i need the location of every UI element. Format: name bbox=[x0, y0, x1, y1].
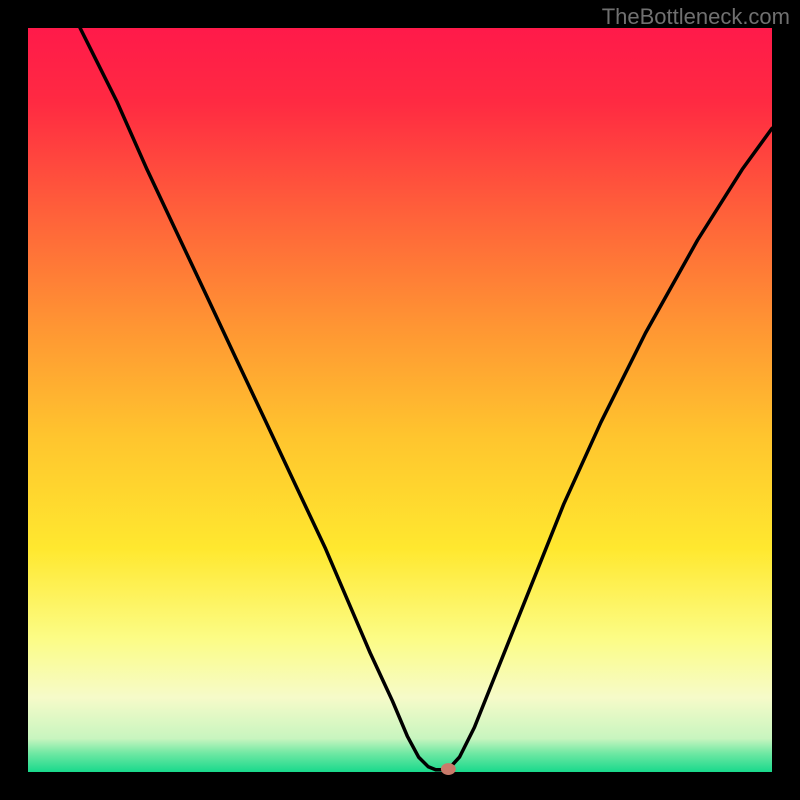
bottleneck-chart: TheBottleneck.com bbox=[0, 0, 800, 800]
chart-svg bbox=[0, 0, 800, 800]
watermark-text: TheBottleneck.com bbox=[602, 4, 790, 30]
chart-background bbox=[28, 28, 772, 772]
optimal-marker bbox=[441, 763, 456, 775]
